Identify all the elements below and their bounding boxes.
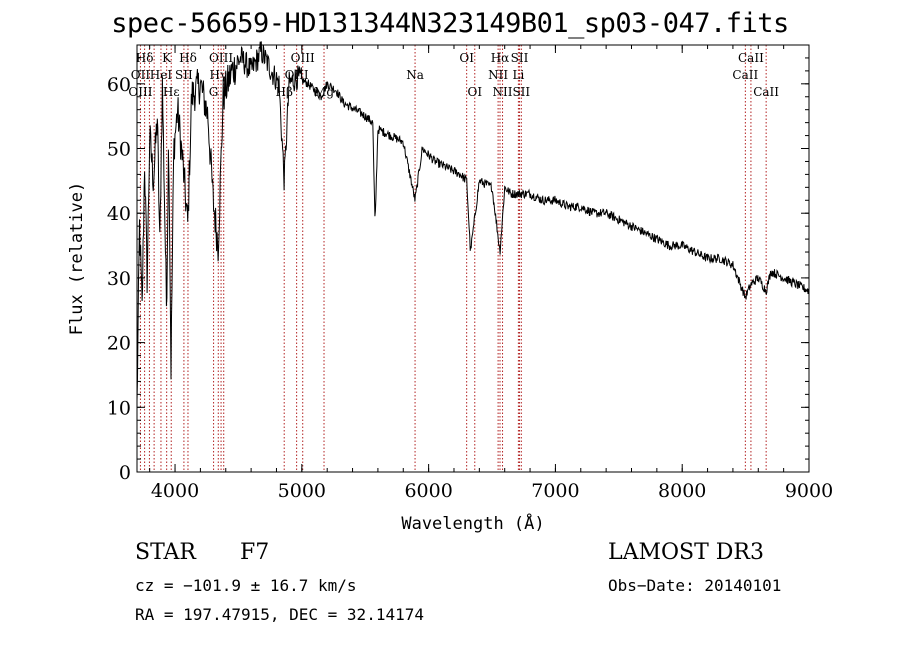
line-label: K <box>162 51 172 65</box>
line-label: SII <box>511 51 529 65</box>
y-tick-label: 60 <box>107 74 131 96</box>
line-label: OIII <box>209 51 233 65</box>
line-label: CaII <box>738 51 764 65</box>
survey-label: LAMOST DR3 <box>608 540 764 565</box>
line-label: Li <box>512 68 524 82</box>
line-label: Hε <box>163 85 180 99</box>
y-tick-label: 10 <box>107 397 131 419</box>
y-tick-label: 30 <box>107 268 131 290</box>
line-label: SII <box>512 85 530 99</box>
object-type: STAR <box>135 540 196 565</box>
obs-date: Obs−Date: 20140101 <box>608 576 782 595</box>
chart-title: spec-56659-HD131344N323149B01_sp03-047.f… <box>111 8 789 39</box>
spectrum-line <box>136 41 810 402</box>
line-label: OIII <box>291 51 315 65</box>
y-axis: 0 10 20 30 40 50 60 <box>107 57 809 484</box>
x-axis-label: Wavelength (Å) <box>401 512 544 534</box>
x-tick-label: 8000 <box>658 480 706 502</box>
line-label: NII <box>488 68 508 82</box>
emission-line-markers <box>139 45 767 472</box>
x-axis: 4000 5000 6000 7000 8000 9000 <box>149 45 833 502</box>
spectrum-series <box>136 41 810 402</box>
line-label: Hδ <box>179 51 197 65</box>
x-tick-label: 5000 <box>278 480 326 502</box>
line-label: CaII <box>732 68 758 82</box>
line-label: OII <box>131 68 151 82</box>
line-label: OIII <box>128 85 152 99</box>
line-label: CaII <box>753 85 779 99</box>
line-label: Hδ <box>136 51 154 65</box>
cz-readout: cz = −101.9 ± 16.7 km/s <box>135 576 357 595</box>
x-tick-label: 7000 <box>531 480 579 502</box>
line-label: Hα <box>491 51 510 65</box>
y-tick-label: 50 <box>107 139 131 161</box>
line-label: Hβ <box>276 85 293 99</box>
line-label: Hγ <box>209 68 227 82</box>
y-tick-label: 40 <box>107 203 131 225</box>
line-label: SII <box>175 68 193 82</box>
line-label: Na <box>406 68 424 82</box>
line-label: OIII <box>285 68 309 82</box>
line-label: HeI <box>150 68 173 82</box>
object-subclass: F7 <box>240 540 270 565</box>
y-tick-label: 0 <box>119 462 131 484</box>
line-label: OI <box>459 51 474 65</box>
line-label: G <box>209 85 219 99</box>
line-label: NII <box>493 85 513 99</box>
line-label: Mg <box>314 85 334 99</box>
x-tick-label: 6000 <box>404 480 452 502</box>
line-label: OI <box>467 85 482 99</box>
coordinates: RA = 197.47915, DEC = 32.14174 <box>135 605 424 624</box>
y-tick-label: 20 <box>107 333 131 355</box>
y-axis-label: Flux (relative) <box>67 182 87 336</box>
x-tick-label: 4000 <box>151 480 199 502</box>
x-tick-label: 9000 <box>785 480 833 502</box>
plot-frame <box>136 44 810 473</box>
